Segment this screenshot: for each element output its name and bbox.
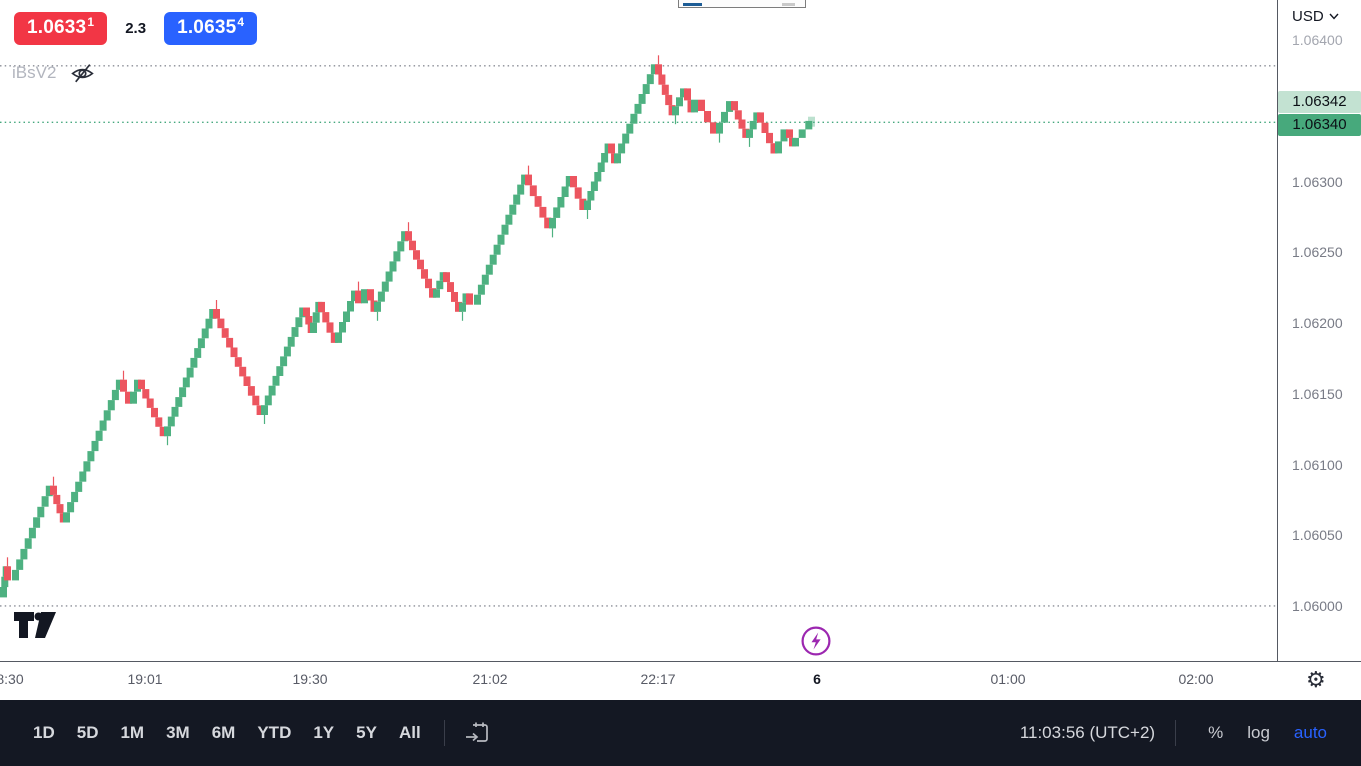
spread-value: 2.3 bbox=[125, 20, 147, 37]
time-tick: 02:00 bbox=[1178, 671, 1214, 687]
time-tick: 21:02 bbox=[472, 671, 508, 687]
currency-label: USD bbox=[1292, 8, 1324, 25]
range-buttons: 1D 5D 1M 3M 6M YTD 1Y 5Y All bbox=[22, 717, 432, 749]
ask-price-badge[interactable]: 1.0635 4 bbox=[164, 12, 258, 45]
price-tick: 1.06100 bbox=[1292, 456, 1343, 473]
price-tick: 1.06400 bbox=[1292, 32, 1343, 49]
market-status-lightning-icon[interactable] bbox=[799, 624, 833, 661]
log-scale-button[interactable]: log bbox=[1247, 723, 1270, 742]
indicator-legend: iBsV2 bbox=[12, 59, 95, 86]
popup-blue-bar bbox=[683, 3, 702, 6]
renko-chart bbox=[0, 55, 1277, 607]
percent-scale-button[interactable]: % bbox=[1208, 723, 1224, 742]
popup-gray-bar bbox=[782, 3, 795, 6]
price-tick: 1.06300 bbox=[1292, 173, 1343, 190]
time-axis[interactable]: 8:30 19:01 19:30 21:02 22:17 6 01:00 02:00 ⚙ bbox=[0, 661, 1361, 700]
price-tick: 1.06050 bbox=[1292, 527, 1343, 544]
bid-price: 1.0633 bbox=[27, 17, 87, 38]
currency-selector[interactable]: USD bbox=[1292, 8, 1339, 25]
time-tick: 19:30 bbox=[292, 671, 328, 687]
toolbar-right: 11:03:56 (UTC+2) % log auto bbox=[1020, 717, 1339, 749]
eye-hidden-icon[interactable] bbox=[70, 61, 95, 86]
range-button-5d[interactable]: 5D bbox=[76, 723, 99, 742]
range-button-5y[interactable]: 5Y bbox=[356, 723, 377, 742]
time-tick: 22:17 bbox=[640, 671, 676, 687]
ask-price: 1.0635 bbox=[177, 17, 237, 38]
go-to-date-icon[interactable] bbox=[463, 718, 493, 748]
price-tick: 1.06200 bbox=[1292, 315, 1343, 332]
range-button-3m[interactable]: 3M bbox=[166, 723, 190, 742]
bottom-toolbar: 1D 5D 1M 3M 6M YTD 1Y 5Y All 11:03:56 (UTC+2) % … bbox=[0, 700, 1361, 766]
tradingview-logo[interactable] bbox=[14, 611, 58, 644]
time-tick: 8:30 bbox=[0, 671, 24, 687]
toolbar-divider bbox=[443, 720, 445, 746]
time-tick: 19:01 bbox=[127, 671, 163, 687]
chevron-down-icon bbox=[1329, 13, 1339, 20]
gear-settings-icon[interactable]: ⚙ bbox=[1306, 667, 1326, 692]
range-button-6m[interactable]: 6M bbox=[211, 723, 236, 742]
price-tick: 1.06150 bbox=[1292, 385, 1343, 402]
range-button-1m[interactable]: 1M bbox=[120, 723, 145, 742]
range-button-all[interactable]: All bbox=[398, 723, 421, 742]
price-tick: 1.06000 bbox=[1292, 597, 1343, 614]
toolbar-divider bbox=[1175, 720, 1177, 746]
price-legend: 1.0633 1 2.3 1.0635 4 bbox=[14, 12, 258, 45]
time-tick: 01:00 bbox=[990, 671, 1026, 687]
price-axis[interactable]: USD 1.06400 1.06300 1.06250 1.06200 1.06150 1… bbox=[1277, 0, 1361, 661]
ask-price-sup: 4 bbox=[237, 15, 245, 29]
price-tick: 1.06250 bbox=[1292, 244, 1343, 261]
time-tick: 6 bbox=[813, 671, 821, 687]
chart-canvas[interactable]: 1.0633 1 2.3 1.0635 4 iBsV2 bbox=[0, 0, 1277, 661]
bid-price-badge[interactable]: 1.0633 1 bbox=[14, 12, 108, 45]
ask-price-axis-badge: 1.06342 bbox=[1278, 91, 1361, 113]
range-button-1y[interactable]: 1Y bbox=[313, 723, 335, 742]
range-button-ytd[interactable]: YTD bbox=[257, 723, 292, 742]
indicator-name[interactable]: iBsV2 bbox=[12, 62, 57, 82]
bid-price-sup: 1 bbox=[87, 15, 95, 29]
clock-timezone[interactable]: 11:03:56 (UTC+2) bbox=[1019, 723, 1156, 742]
auto-scale-button[interactable]: auto bbox=[1293, 723, 1327, 742]
last-price-axis-badge: 1.06340 bbox=[1278, 114, 1361, 136]
range-button-1d[interactable]: 1D bbox=[33, 723, 55, 742]
popup-remnant bbox=[678, 0, 806, 8]
